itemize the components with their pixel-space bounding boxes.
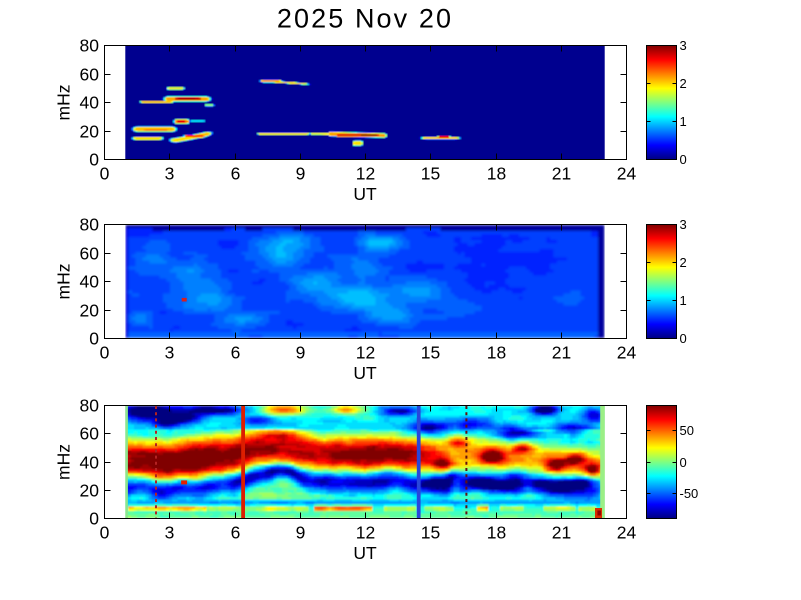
svg-text:21: 21: [552, 164, 571, 184]
svg-text:-50: -50: [680, 486, 699, 501]
svg-text:80: 80: [80, 396, 100, 416]
svg-text:mHz: mHz: [54, 85, 74, 121]
svg-text:15: 15: [421, 343, 440, 363]
svg-text:18: 18: [487, 523, 506, 543]
svg-text:3: 3: [165, 523, 175, 543]
svg-text:0: 0: [100, 343, 110, 363]
svg-text:15: 15: [421, 164, 440, 184]
svg-text:20: 20: [80, 122, 100, 142]
svg-text:3: 3: [165, 164, 175, 184]
svg-text:0: 0: [89, 329, 99, 349]
svg-text:60: 60: [80, 424, 100, 444]
svg-text:UT: UT: [353, 184, 377, 204]
svg-text:18: 18: [487, 343, 506, 363]
svg-text:18: 18: [487, 164, 506, 184]
svg-text:80: 80: [80, 215, 100, 235]
svg-text:40: 40: [80, 93, 100, 113]
svg-text:12: 12: [356, 343, 375, 363]
svg-text:60: 60: [80, 65, 100, 85]
svg-text:mHz: mHz: [54, 264, 74, 300]
svg-text:15: 15: [421, 523, 440, 543]
svg-text:2025 Nov 20: 2025 Nov 20: [277, 4, 453, 34]
svg-text:24: 24: [617, 164, 637, 184]
svg-text:0: 0: [680, 455, 687, 470]
svg-text:6: 6: [231, 523, 241, 543]
svg-text:20: 20: [80, 481, 100, 501]
svg-text:9: 9: [296, 164, 306, 184]
svg-text:60: 60: [80, 244, 100, 264]
svg-text:9: 9: [296, 343, 306, 363]
svg-text:0: 0: [89, 150, 99, 170]
svg-text:40: 40: [80, 453, 100, 473]
svg-text:50: 50: [680, 423, 694, 438]
svg-text:12: 12: [356, 164, 375, 184]
svg-text:6: 6: [231, 164, 241, 184]
svg-text:UT: UT: [353, 543, 377, 563]
svg-text:80: 80: [80, 36, 100, 56]
svg-text:24: 24: [617, 523, 637, 543]
svg-text:mHz: mHz: [54, 444, 74, 480]
svg-text:2: 2: [680, 76, 687, 91]
svg-text:0: 0: [100, 523, 110, 543]
svg-text:20: 20: [80, 301, 100, 321]
svg-text:40: 40: [80, 272, 100, 292]
svg-text:1: 1: [680, 293, 687, 308]
svg-text:UT: UT: [353, 363, 377, 383]
svg-text:1: 1: [680, 114, 687, 129]
svg-text:3: 3: [680, 38, 687, 53]
svg-text:3: 3: [680, 217, 687, 232]
svg-text:6: 6: [231, 343, 241, 363]
svg-text:3: 3: [165, 343, 175, 363]
svg-text:21: 21: [552, 343, 571, 363]
svg-text:0: 0: [680, 152, 687, 167]
svg-text:0: 0: [100, 164, 110, 184]
svg-text:9: 9: [296, 523, 306, 543]
svg-text:12: 12: [356, 523, 375, 543]
svg-text:0: 0: [680, 331, 687, 346]
svg-text:0: 0: [89, 509, 99, 529]
svg-text:21: 21: [552, 523, 571, 543]
svg-text:24: 24: [617, 343, 637, 363]
svg-text:2: 2: [680, 255, 687, 270]
